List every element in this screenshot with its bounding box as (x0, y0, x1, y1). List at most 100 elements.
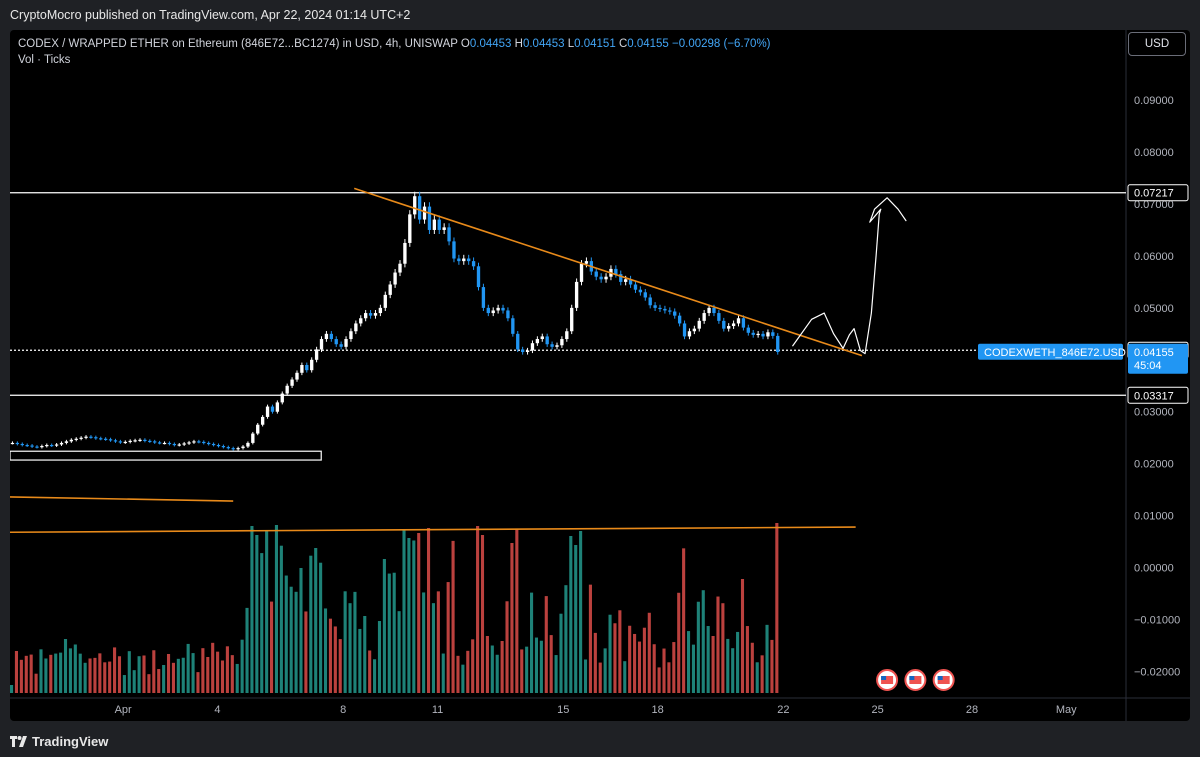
volume-bar (559, 613, 563, 693)
candle-body (741, 318, 746, 328)
volume-bar (34, 673, 38, 693)
x-tick-label: 18 (651, 704, 663, 716)
candle-body (638, 289, 643, 293)
candle-body (668, 310, 672, 312)
x-tick-label: 4 (214, 704, 220, 716)
x-tick-label: May (1056, 704, 1077, 716)
candle-body (339, 344, 343, 347)
volume-bar (574, 545, 578, 693)
candle-body (314, 349, 319, 360)
volume-bar (593, 632, 597, 693)
candle-body (265, 406, 270, 417)
candle-body (648, 297, 652, 306)
volume-bar (667, 662, 671, 693)
volume-bar (186, 643, 190, 693)
candle-body (702, 313, 706, 321)
y-tick-label: 0.06000 (1134, 251, 1174, 263)
candle-body (722, 320, 726, 329)
candle-body (663, 308, 667, 311)
candle-body (54, 444, 59, 446)
legend-volume-row[interactable]: Vol · Ticks (18, 54, 71, 66)
symbol-tag-box (978, 343, 1123, 360)
trendline (10, 526, 856, 534)
volume-bar (745, 626, 749, 693)
candle-body (623, 279, 628, 282)
candle-body (128, 440, 132, 443)
candle-body (280, 393, 284, 403)
volume-bar (686, 631, 691, 693)
legend-high-label: H (514, 38, 523, 50)
candle-body (658, 307, 662, 310)
legend-open-label: O (460, 38, 470, 50)
volume-bar (265, 530, 269, 693)
volume-bar (132, 670, 136, 693)
volume-bar (530, 592, 534, 693)
candle-body (398, 263, 402, 273)
candle-body (241, 446, 245, 449)
candle-body (545, 336, 549, 345)
candle-body (677, 315, 682, 324)
candle-body (584, 261, 589, 264)
volume-bar (623, 661, 627, 693)
candle-body (673, 311, 677, 316)
candle-body (285, 385, 289, 394)
candle-body (388, 284, 392, 295)
range-box (10, 450, 322, 461)
candle-body (148, 440, 152, 443)
candle-body (270, 406, 275, 412)
candle-body (550, 344, 554, 347)
candle-body (653, 305, 657, 308)
volume-bar (368, 650, 372, 693)
tradingview-logo[interactable]: TradingView (10, 734, 108, 749)
volume-bar (343, 591, 347, 693)
candle-body (10, 442, 15, 445)
symbol-tag-text: CODEXWETH_846E72.USD (984, 347, 1126, 359)
legend-low-value: 0.04151 (574, 38, 616, 50)
candle-body (447, 227, 451, 242)
candle-body (560, 339, 564, 346)
volume-bar (441, 653, 445, 693)
trendline (353, 187, 863, 357)
symbol-title[interactable]: CODEX / WRAPPED ETHER on Ethereum (846E7… (18, 38, 458, 50)
volume-bar (642, 627, 646, 693)
candle-body (481, 287, 486, 308)
volume-bar (402, 529, 406, 693)
volume-bar (157, 669, 161, 693)
volume-bar (628, 625, 632, 693)
candle-body (256, 424, 260, 434)
candle-body (437, 219, 441, 230)
volume-bar (471, 639, 475, 693)
flag-event-icon-stripe (881, 676, 894, 684)
volume-bar (162, 665, 166, 693)
candle-body (236, 448, 240, 450)
volume-bar (691, 644, 696, 693)
candle-body (496, 307, 500, 311)
candle-body (594, 271, 598, 277)
chart-canvas[interactable]: 0.100000.090000.080000.070000.060000.050… (10, 30, 1190, 721)
volume-bar (235, 663, 239, 693)
volume-bar (373, 659, 377, 693)
candle-body (153, 441, 157, 443)
volume-bar (63, 639, 68, 693)
volume-bar (19, 659, 23, 693)
volume-bar (39, 649, 43, 693)
candle-body (202, 441, 206, 444)
currency-button[interactable]: USD (1128, 32, 1186, 56)
x-tick-label: 11 (432, 704, 443, 716)
flag-event-icon-canton (909, 676, 915, 680)
candle-body (511, 318, 515, 334)
volume-bar (44, 658, 48, 693)
candle-body (373, 313, 378, 316)
volume-bar (387, 573, 391, 693)
volume-bar (407, 538, 411, 693)
x-tick-label: 28 (966, 704, 978, 716)
chart-frame[interactable]: 0.100000.090000.080000.070000.060000.050… (10, 30, 1190, 721)
candle-body (123, 441, 127, 444)
volume-bar (696, 601, 700, 693)
volume-bar (765, 624, 769, 693)
candle-body (756, 333, 760, 336)
volume-bar (505, 601, 509, 693)
candle-body (432, 219, 437, 230)
volume-bar (323, 608, 328, 693)
candle-body (530, 343, 535, 351)
